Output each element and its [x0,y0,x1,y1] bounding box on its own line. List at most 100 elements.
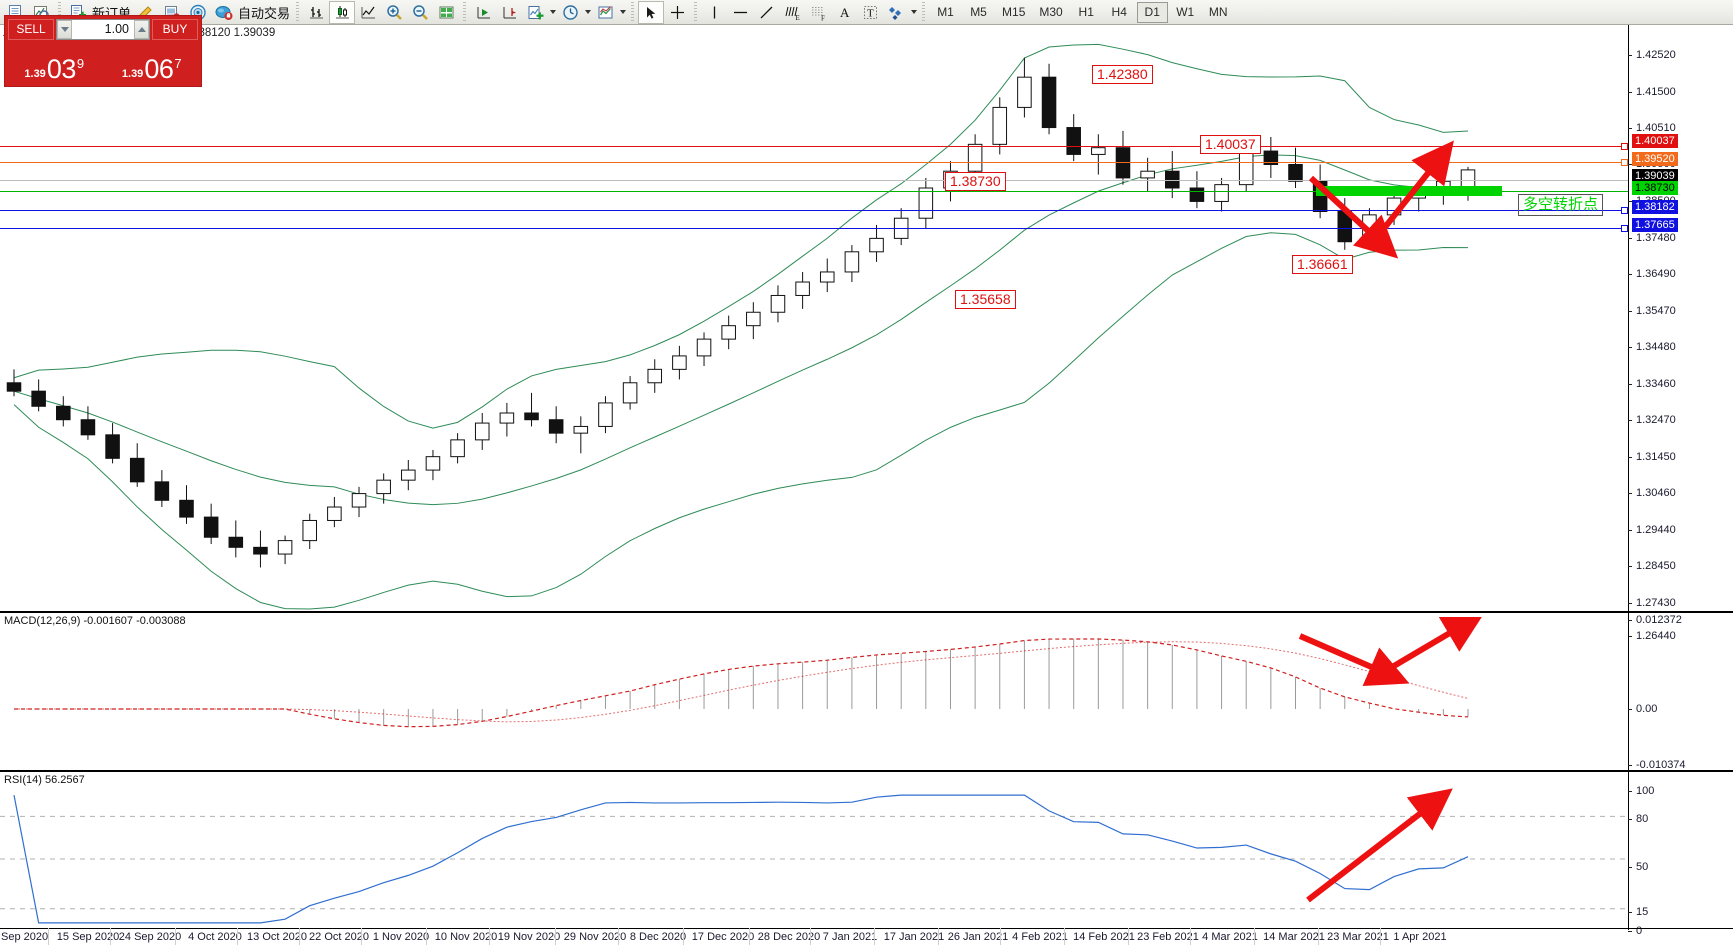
time-label: 19 Nov 2020 [497,931,561,943]
time-axis-divider [0,928,1733,929]
chart-canvas[interactable]: GBPUSD-,Daily 1.38288 1.39128 1.38120 1.… [0,25,1733,945]
time-separator [810,928,811,945]
shapes-dropdown-caret[interactable] [909,1,918,24]
chart-shift-icon[interactable] [496,1,522,24]
price-tick: 1.37480 [1628,232,1676,244]
price-tick: 1.33460 [1628,378,1676,390]
price-axis[interactable]: 1.425201.415001.405101.395001.385001.374… [1628,25,1733,642]
time-separator [1190,928,1191,945]
time-separator [874,928,875,945]
timeframe-m1[interactable]: M1 [937,5,954,19]
timeframe-h4[interactable]: H4 [1111,5,1127,19]
auto-scroll-icon[interactable] [470,1,496,24]
macd-pane-drawing [14,638,1469,728]
level-handle[interactable] [1621,159,1628,166]
fibonacci-icon[interactable]: F [805,1,831,24]
timeframe-h1[interactable]: H1 [1078,5,1094,19]
text-icon[interactable]: A [831,1,857,24]
level-handle[interactable] [1621,225,1628,232]
price-tick: 1.36490 [1628,268,1676,280]
time-label: 10 Nov 2020 [434,931,498,943]
time-label: 28 Dec 2020 [757,931,821,943]
buy-button[interactable]: BUY [152,18,198,40]
high-callout[interactable]: 1.42380 [1092,65,1153,84]
price-tick: 1.32470 [1628,414,1676,426]
rsi-label: RSI(14) 56.2567 [4,774,85,786]
horizontal-line-icon[interactable] [727,1,753,24]
rsi-axis: 100 80 50 15 0 [1628,25,1733,945]
rsi-tick: 80 [1628,813,1648,825]
timeframe-m30[interactable]: M30 [1039,5,1063,19]
price-axis-divider [1628,25,1629,613]
time-label: 17 Dec 2020 [691,931,755,943]
time-label: 15 Sep 2020 [56,931,120,943]
elliott-wave-icon[interactable]: E [779,1,805,24]
rsi-tick: 0 [1628,925,1642,937]
time-separator [1380,928,1381,945]
zoom-out-icon[interactable] [407,1,433,24]
timeframe-m15[interactable]: M15 [1002,5,1026,19]
price-tick: 1.27430 [1628,597,1676,609]
templates-icon[interactable] [592,1,618,24]
shapes-icon[interactable] [883,1,909,24]
timeframe-m5[interactable]: M5 [970,5,987,19]
bar-chart-icon[interactable] [303,1,329,24]
level-line-resistance-orange[interactable] [0,162,1628,163]
sell-button[interactable]: SELL [8,18,54,40]
bid-price-main: 03 [46,54,77,84]
vertical-line-icon[interactable] [701,1,727,24]
timeframe-d1[interactable]: D1 [1136,1,1168,23]
price-tick: 1.41500 [1628,86,1676,98]
timeframe-mn[interactable]: MN [1208,5,1228,19]
time-label: 14 Feb 2021 [1073,931,1135,943]
toolbar-separator-4 [631,2,635,22]
indicators-dropdown-caret[interactable] [548,1,557,24]
volume-input[interactable]: 1.00 [56,18,150,40]
autotrading-icon[interactable] [211,1,237,24]
time-label: 29 Nov 2020 [563,931,627,943]
time-label: 13 Oct 2020 [247,931,307,943]
price-tick: 1.34480 [1628,341,1676,353]
time-separator [618,928,619,945]
oct-quotes-row: 1.39 03 9 1.39 06 7 [5,42,201,86]
trendline-icon[interactable] [753,1,779,24]
volume-decrease-button[interactable] [57,19,72,39]
volume-increase-button[interactable] [134,19,149,39]
time-separator [1128,928,1129,945]
autotrading-label[interactable]: 自动交易 [238,5,291,21]
ask-price[interactable]: 1.39 06 7 [104,42,199,84]
level-handle[interactable] [1621,207,1628,214]
bid-price[interactable]: 1.39 03 9 [7,42,102,84]
line-chart-icon[interactable] [355,1,381,24]
level-line-support-blue-2[interactable] [0,228,1628,229]
crosshair-icon[interactable] [664,1,690,24]
indicators-icon[interactable] [522,1,548,24]
level-line-resistance-red[interactable] [0,146,1628,147]
level-handle[interactable] [1621,143,1628,150]
low-callout[interactable]: 1.36661 [1292,255,1353,274]
time-label: 23 Feb 2021 [1137,931,1199,943]
price-tick: 1.35470 [1628,305,1676,317]
macd-tick: 0.012372 [1628,614,1682,626]
text-label-icon[interactable]: T [857,1,883,24]
level-line-pivot-green[interactable] [0,191,1628,192]
periods-icon[interactable] [557,1,583,24]
timeframe-w1[interactable]: W1 [1176,5,1195,19]
one-click-trading-panel[interactable]: SELL 1.00 BUY 1.39 03 9 1.39 06 7 [4,15,202,87]
level-line-last-price-gray[interactable] [0,180,1628,181]
main-toolbar: 新订单 自动交易 [0,0,1733,25]
templates-dropdown-caret[interactable] [618,1,627,24]
volume-value[interactable]: 1.00 [104,22,129,36]
swing-callout[interactable]: 1.35658 [955,290,1016,309]
time-separator [1254,928,1255,945]
pivot-callout[interactable]: 1.38730 [945,172,1006,191]
resistance-callout[interactable]: 1.40037 [1200,135,1261,154]
turning-point-note[interactable]: 多空转折点 [1518,194,1604,216]
level-line-support-blue-1[interactable] [0,210,1628,211]
tile-windows-icon[interactable] [433,1,459,24]
cursor-icon[interactable] [638,0,665,24]
candlestick-chart-icon[interactable] [329,0,356,24]
zoom-in-icon[interactable] [381,1,407,24]
periods-dropdown-caret[interactable] [583,1,592,24]
